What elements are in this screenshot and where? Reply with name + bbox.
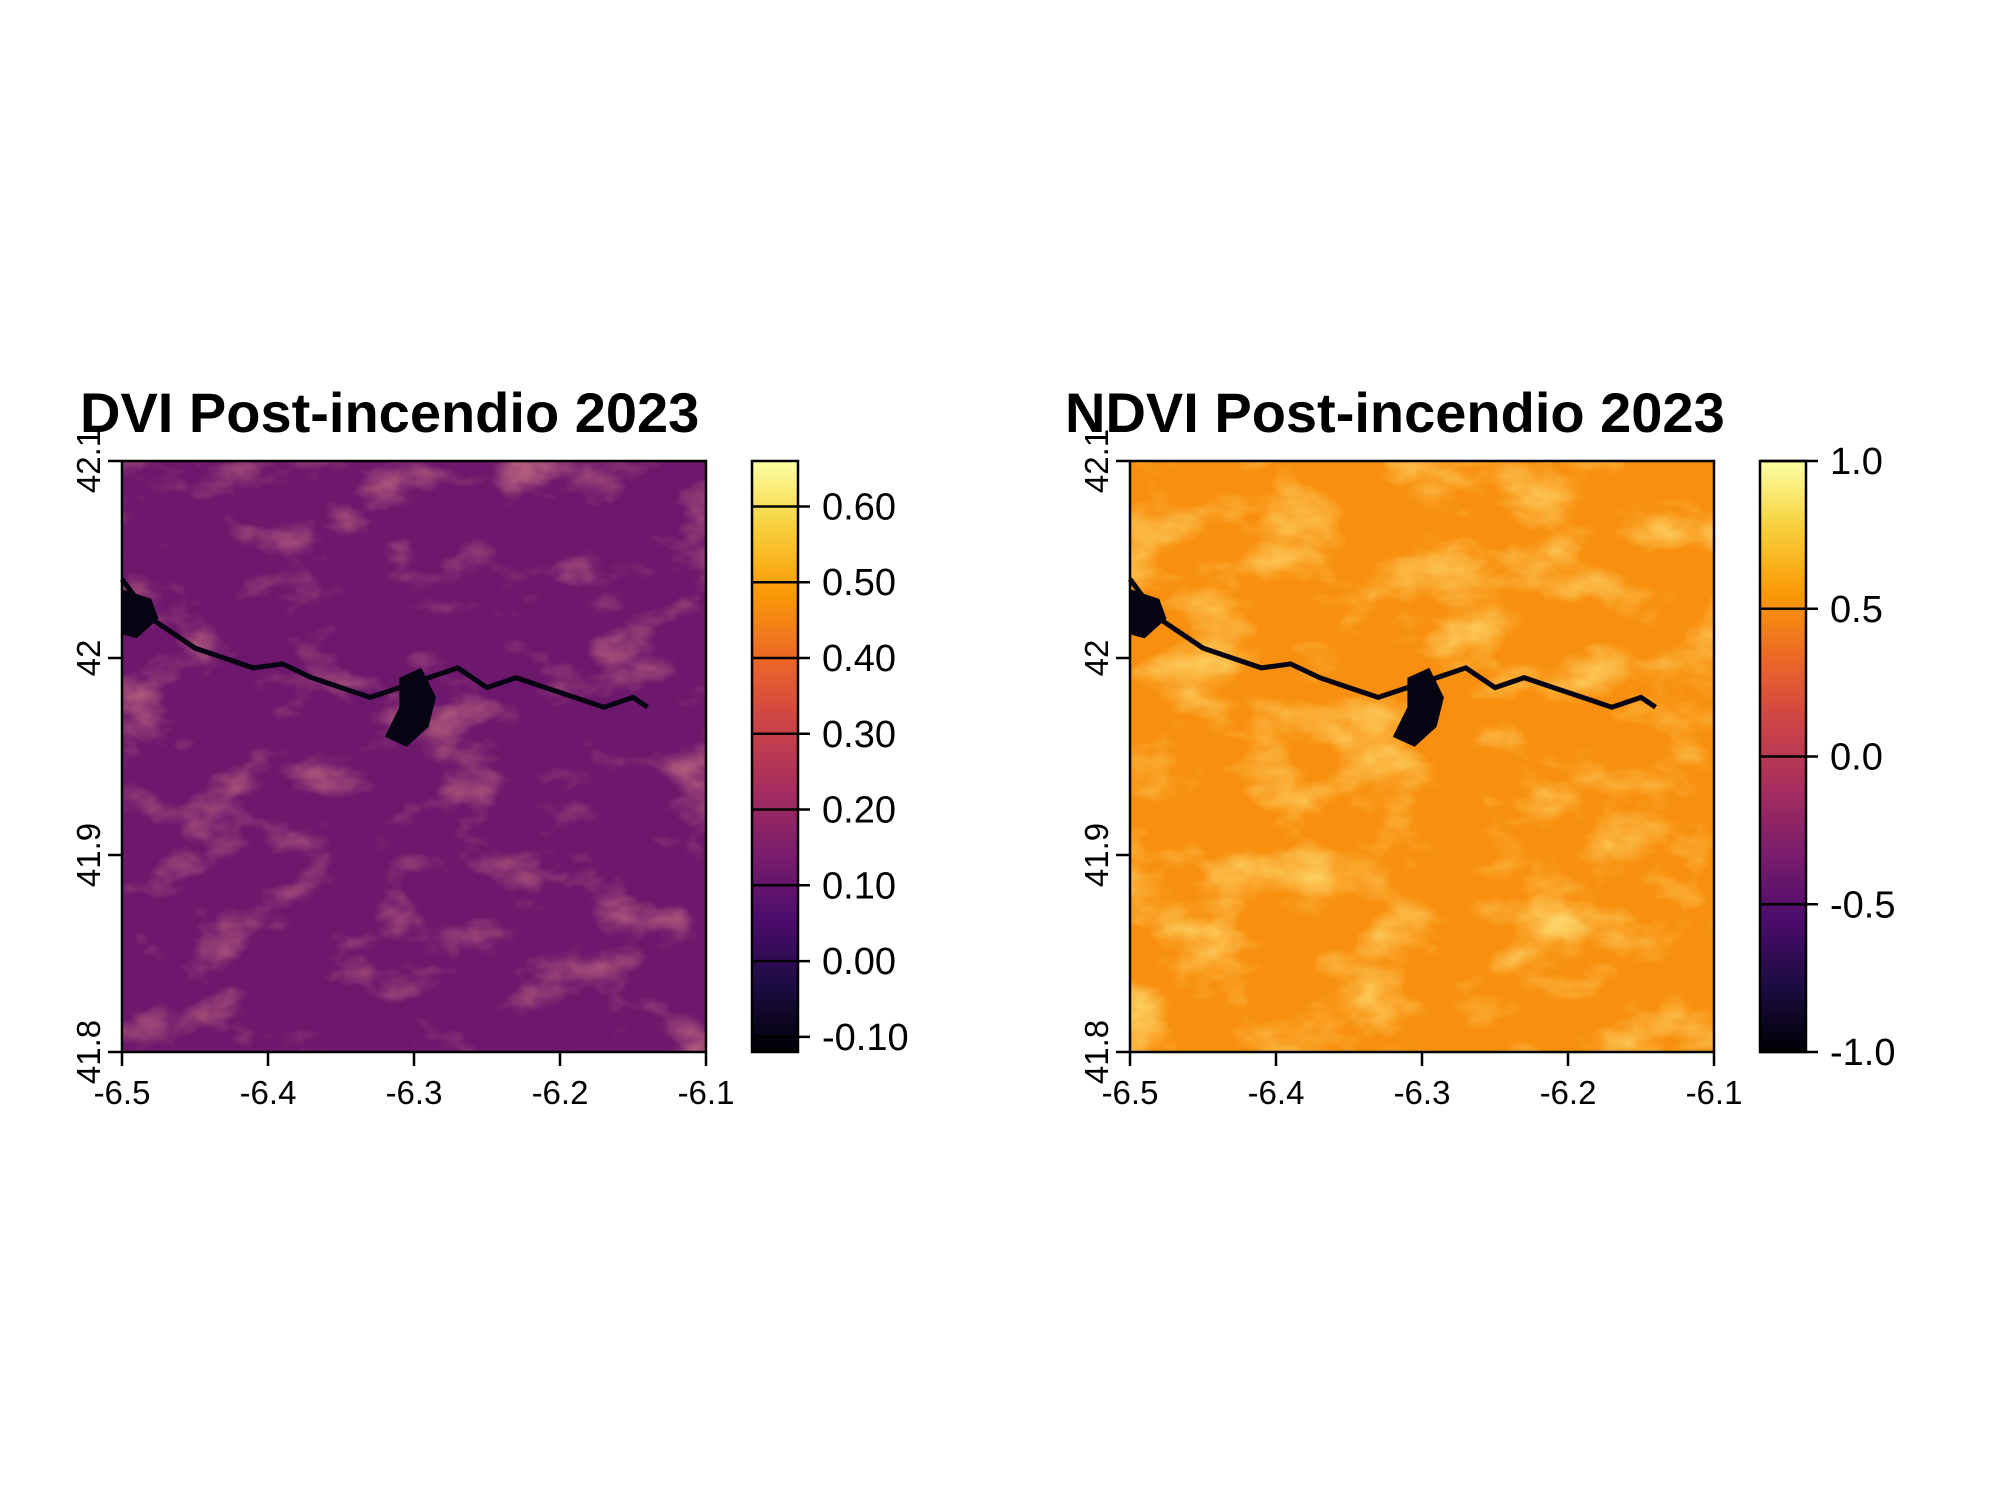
dvi-colorbar-label: 0.00 [822,941,896,983]
ndvi-y-axis: 41.8 41.9 42 42.1 [1078,429,1130,1084]
dvi-colorbar-label: 0.50 [822,562,896,604]
ndvi-x-tick-label: -6.2 [1540,1074,1597,1111]
dvi-colorbar-frame [750,459,800,1054]
dvi-colorbar-label: 0.40 [822,638,896,680]
ndvi-x-tick-label: -6.3 [1394,1074,1451,1111]
dvi-x-axis: -6.5 -6.4 -6.3 -6.2 -6.1 [94,1052,735,1111]
ndvi-chart-title: NDVI Post-incendio 2023 [1065,381,1725,444]
ndvi-reservoir-center [1392,667,1444,747]
ndvi-x-tick-label: -6.5 [1102,1074,1159,1111]
ndvi-y-tick-label: 41.8 [1078,1020,1115,1084]
ndvi-y-tick-label: 42.1 [1078,429,1115,493]
dvi-panel: DVI Post-incendio 2023 -6.5 -6.4 -6.3 -6.2-… [70,381,909,1111]
dvi-plot-area [119,459,708,1054]
ndvi-x-axis: -6.5 -6.4 -6.3 -6.2 -6.1 [1102,1052,1743,1111]
ndvi-x-tick-label: -6.1 [1686,1074,1743,1111]
ndvi-colorbar-label: -0.5 [1830,884,1895,926]
ndvi-y-tick-label: 41.9 [1078,823,1115,887]
dvi-x-tick-label: -6.4 [240,1074,297,1111]
ndvi-colorbar-label: -1.0 [1830,1032,1895,1074]
ndvi-y-tick-label: 42 [1078,640,1115,677]
dvi-colorbar-gradient [752,461,798,1052]
dvi-colorbar-label: -0.10 [822,1017,909,1059]
ndvi-colorbar-label: 1.0 [1830,441,1883,483]
dvi-y-tick-label: 42 [70,640,107,677]
dvi-chart-title: DVI Post-incendio 2023 [80,381,699,444]
dvi-river [119,577,649,710]
ndvi-colorbar-label: 0.0 [1830,737,1883,779]
dvi-reservoir-west [122,589,159,639]
dvi-y-tick-label: 41.8 [70,1020,107,1084]
ndvi-reservoir-west [1130,589,1167,639]
ndvi-panel: NDVI Post-incendio 2023 -6.5 -6.4 -6.3 -6.2… [1065,381,1895,1111]
dvi-x-tick-label: -6.2 [532,1074,589,1111]
ndvi-colorbar-label: 0.5 [1830,589,1883,631]
dvi-x-tick-label: -6.5 [94,1074,151,1111]
dvi-colorbar-label: 0.30 [822,714,896,756]
dvi-reservoir-center [384,667,436,747]
dvi-raster-texture [122,461,706,1052]
dvi-y-tick-label: 41.9 [70,823,107,887]
ndvi-plot-area [1127,459,1716,1054]
dvi-y-axis: 41.8 41.9 42 42.1 [70,429,122,1084]
dvi-colorbar-label: 0.20 [822,790,896,832]
dvi-colorbar-label: 0.10 [822,865,896,907]
dvi-x-tick-label: -6.3 [386,1074,443,1111]
ndvi-colorbar: -1.0 -0.5 0.0 0.5 1.0 [1758,441,1895,1074]
dvi-colorbar: -0.10 0.00 0.10 0.20 0.30 0.40 0.50 0.60 [750,459,909,1059]
ndvi-river [1127,577,1657,710]
ndvi-x-tick-label: -6.4 [1248,1074,1305,1111]
ndvi-raster-texture [1130,461,1714,1052]
dvi-y-tick-label: 42.1 [70,429,107,493]
dvi-x-tick-label: -6.1 [678,1074,735,1111]
dvi-colorbar-label: 0.60 [822,486,896,528]
